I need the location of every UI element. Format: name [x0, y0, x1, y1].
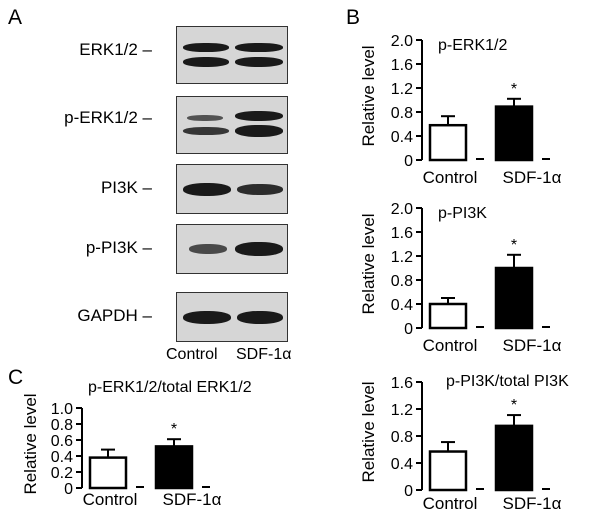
y-tick-label: 1.6: [391, 225, 413, 242]
chart-ppi3k-ratio: p-PI3K/total PI3K Relative level 0 0.4 0.8 1.…: [359, 373, 569, 512]
blot-label-pi3k: PI3K –: [100, 178, 152, 197]
category-label: SDF-1α: [163, 490, 222, 509]
blot-image-erk: [176, 26, 288, 84]
y-tick-label: 1.0: [51, 401, 73, 418]
category-label: Control: [83, 490, 138, 509]
significance-marker: *: [511, 81, 517, 98]
blot-label-perk: p-ERK1/2 –: [64, 108, 152, 127]
chart-title: p-PI3K: [438, 205, 487, 222]
y-tick-label: 1.6: [391, 375, 413, 392]
y-tick-label: 0: [404, 483, 413, 500]
blot-image-pi3k: [176, 164, 288, 214]
blot-image-gapdh: [176, 292, 288, 342]
chart-title: p-ERK1/2: [438, 37, 507, 54]
bar-sdf1a: [494, 424, 534, 492]
category-label: Control: [423, 494, 478, 512]
significance-marker: *: [511, 237, 517, 254]
significance-marker: *: [171, 421, 177, 438]
y-tick-label: 1.2: [391, 81, 413, 98]
y-axis-label: Relative level: [359, 45, 378, 146]
significance-marker: *: [511, 397, 517, 414]
bar-control: [428, 450, 468, 492]
y-tick-label: 1.2: [391, 249, 413, 266]
chart-perk: p-ERK1/2 Relative level 0 0.4 0.8 1.2 1.6 2.0 Co…: [359, 33, 562, 187]
chart-title: p-PI3K/total PI3K: [446, 373, 569, 390]
y-tick-label: 2.0: [391, 33, 413, 50]
y-tick-label: 0.8: [391, 105, 413, 122]
y-axis-label: Relative level: [21, 393, 40, 494]
blot-label-ppi3k: p-PI3K –: [85, 238, 152, 257]
y-tick-label: 0.4: [51, 449, 73, 466]
y-tick-label: 0.6: [51, 433, 73, 450]
y-tick-label: 1.2: [391, 402, 413, 419]
bar-control: [428, 302, 468, 330]
y-tick-label: 0.4: [391, 456, 413, 473]
bar-control: [428, 123, 468, 162]
category-label: SDF-1α: [503, 168, 562, 187]
chart-title: p-ERK1/2/total ERK1/2: [88, 379, 252, 396]
y-axis-label: Relative level: [359, 381, 378, 482]
panel-letter-a: A: [8, 6, 23, 29]
y-tick-label: 0.8: [391, 273, 413, 290]
y-tick-label: 2.0: [391, 201, 413, 218]
y-tick-label: 0: [404, 153, 413, 170]
chart-ppi3k: p-PI3K Relative level 0 0.4 0.8 1.2 1.6 2.0 Cont…: [359, 201, 562, 355]
blot-label-gapdh: GAPDH –: [77, 306, 152, 325]
panel-letter-b: B: [346, 6, 361, 29]
bar-control: [88, 456, 128, 490]
blot-label-erk: ERK1/2 –: [79, 40, 152, 59]
y-tick-label: 0.8: [51, 417, 73, 434]
blot-image-perk: [176, 96, 288, 154]
bar-sdf1a: [494, 266, 534, 330]
category-label: SDF-1α: [503, 494, 562, 512]
y-tick-label: 0.4: [391, 129, 413, 146]
category-label: Control: [423, 336, 478, 355]
category-label: Control: [423, 168, 478, 187]
lane-label-sdf1a: SDF-1α: [236, 346, 292, 363]
y-tick-label: 0.4: [391, 297, 413, 314]
bar-sdf1a: [494, 105, 534, 162]
y-tick-label: 0.2: [51, 465, 73, 482]
lane-label-control: Control: [166, 346, 218, 363]
panel-letter-c: C: [8, 366, 24, 389]
bar-sdf1a: [154, 445, 194, 490]
y-tick-label: 0.8: [391, 429, 413, 446]
y-tick-label: 1.6: [391, 57, 413, 74]
y-axis-label: Relative level: [359, 213, 378, 314]
y-tick-label: 0: [404, 321, 413, 338]
y-tick-label: 0: [64, 481, 73, 498]
blot-image-ppi3k: [176, 224, 288, 274]
western-blot-panel: ERK1/2 – p-ERK1/2 – PI3K – p-PI3K – GAPD…: [0, 0, 340, 370]
category-label: SDF-1α: [503, 336, 562, 355]
